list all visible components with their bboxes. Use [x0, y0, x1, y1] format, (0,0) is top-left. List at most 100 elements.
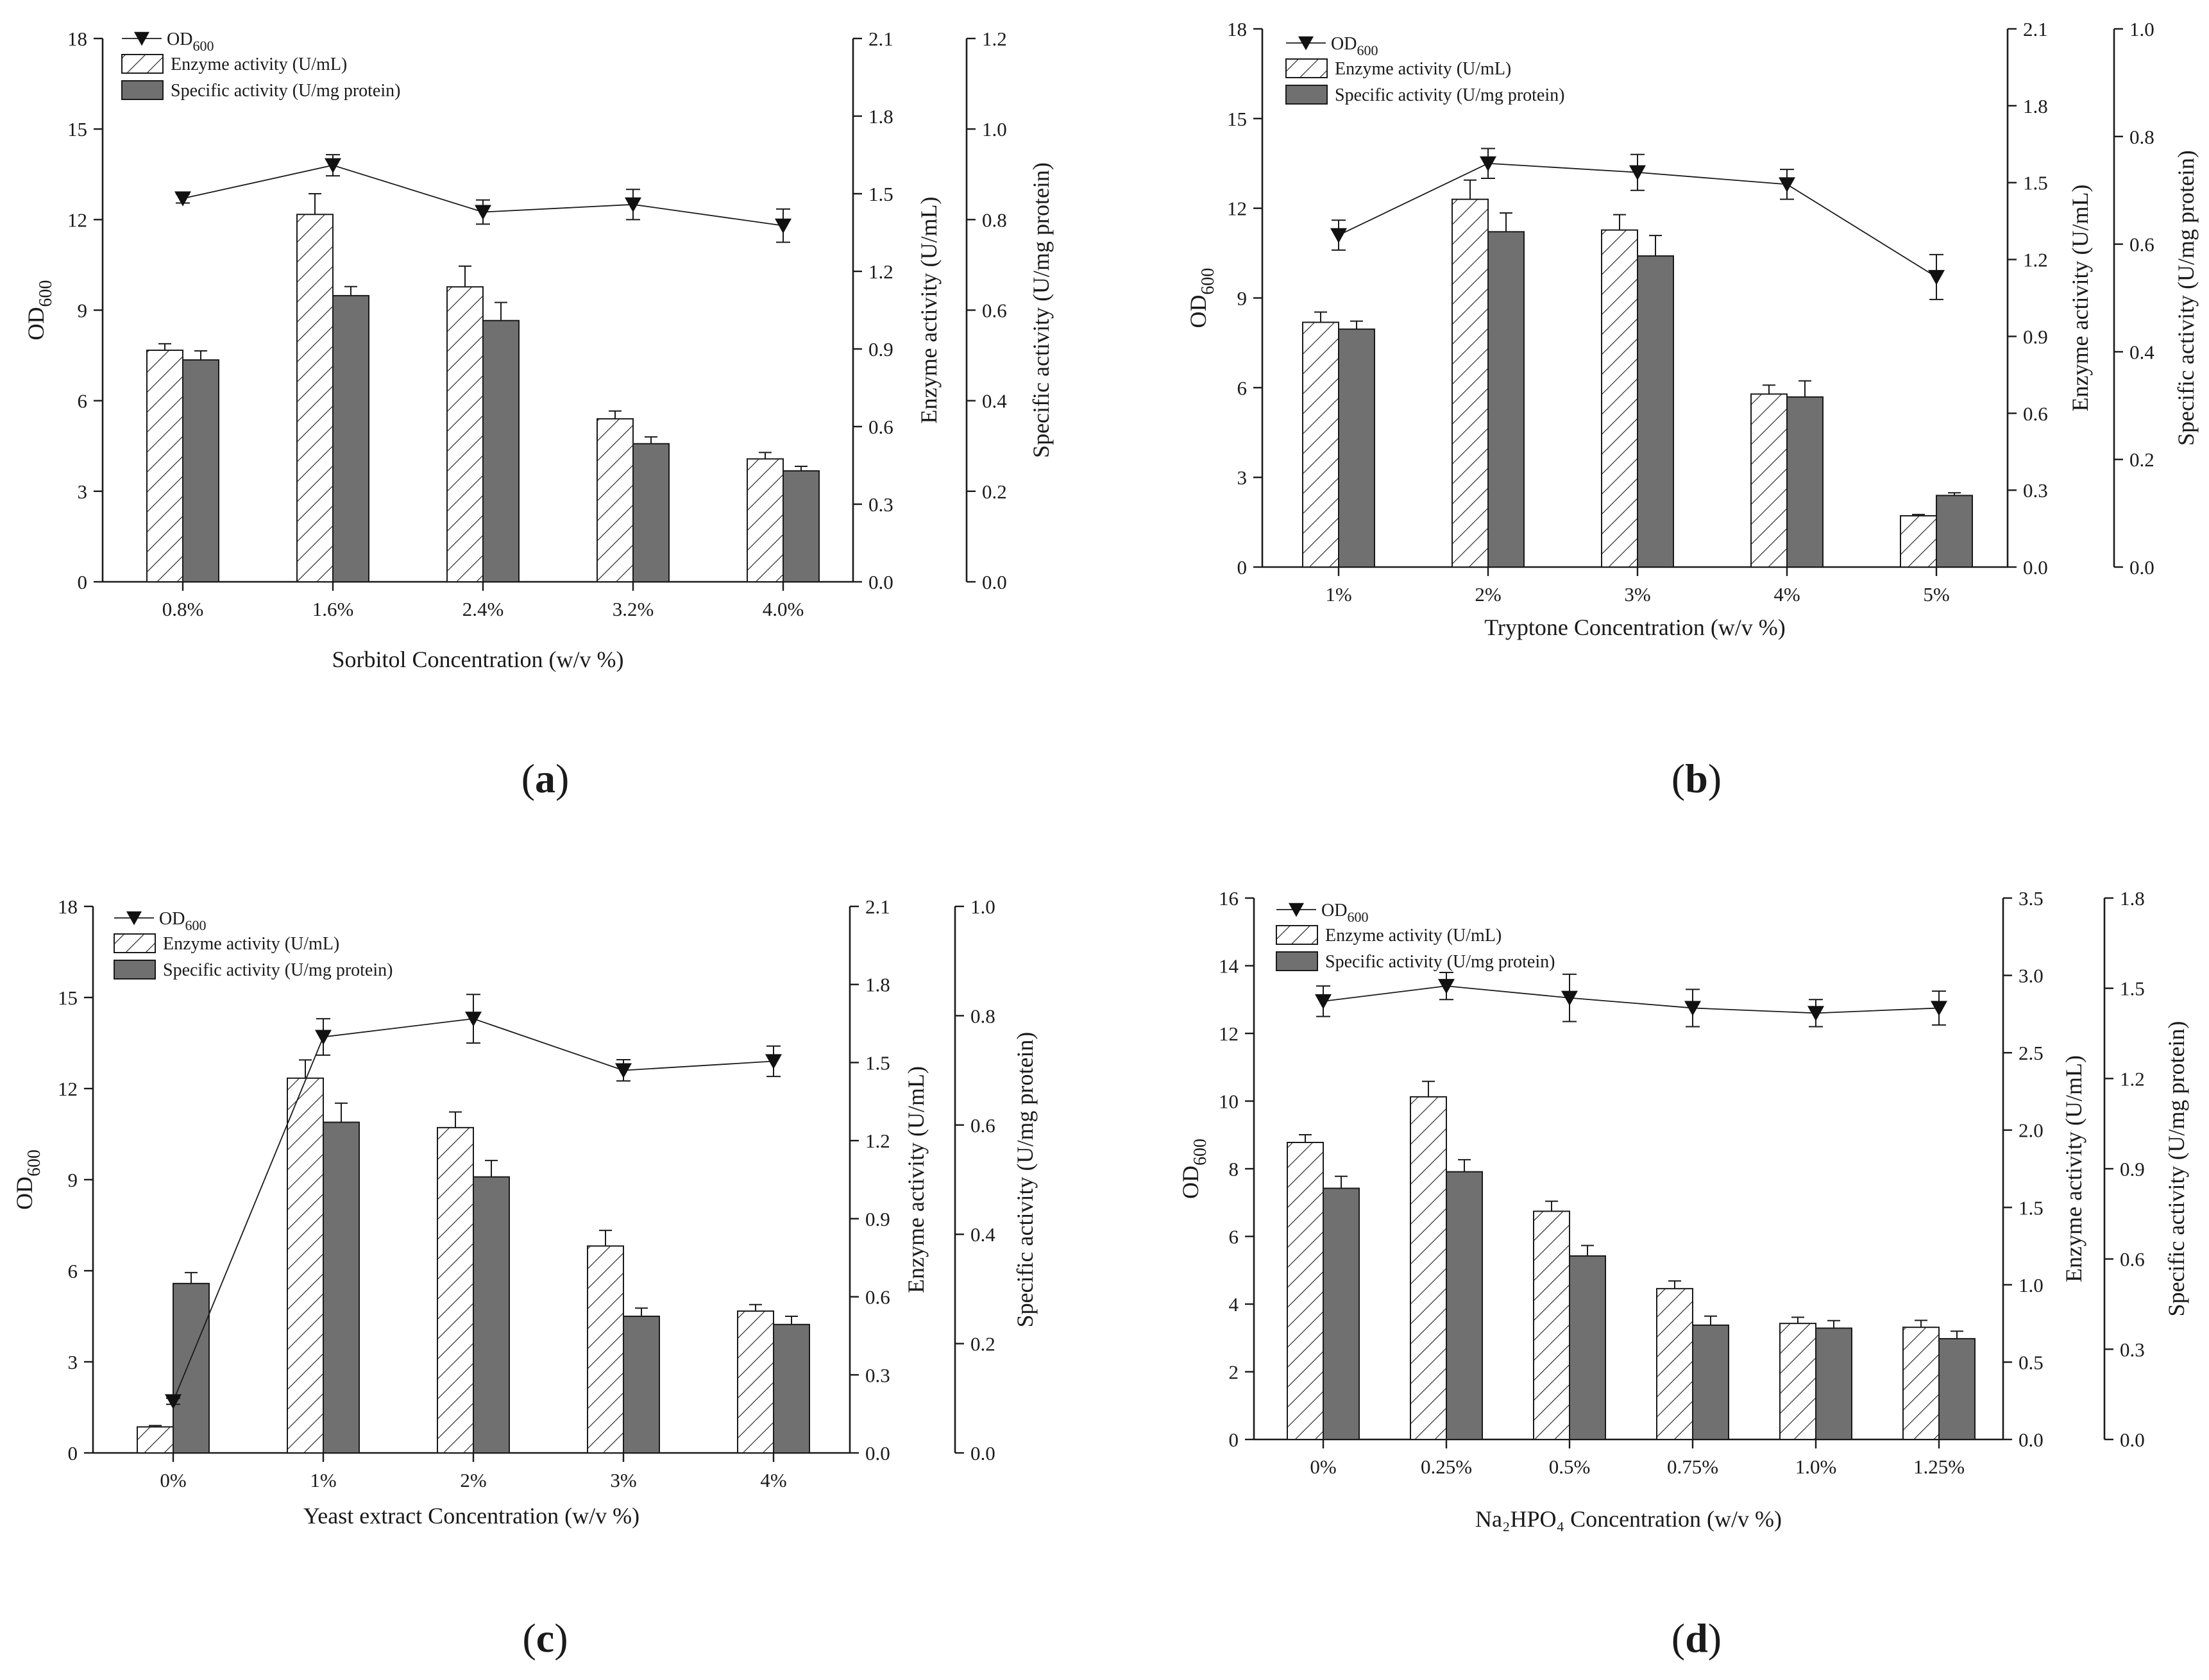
od600-marker [765, 1054, 782, 1069]
left-tick-label: 12 [67, 208, 87, 231]
legend-enzyme-swatch [121, 54, 164, 74]
enzyme-tick-label: 3.5 [2019, 887, 2044, 910]
legend-specific-swatch [121, 80, 164, 100]
left-tick-label: 9 [68, 1169, 78, 1191]
enzyme-axis-title: Enzyme activity (U/mL) [2067, 185, 2093, 412]
specific-bar [1692, 1324, 1729, 1441]
od600-marker [625, 197, 641, 213]
specific-bar [1936, 495, 1973, 568]
left-tick-label: 4 [1229, 1293, 1239, 1316]
od600-marker [1438, 979, 1455, 994]
specific-tick-label: 0.2 [982, 480, 1007, 503]
enzyme-bar [1410, 1096, 1447, 1440]
specific-tick-label: 1.8 [2120, 887, 2145, 910]
x-tick-label: 0.25% [1421, 1455, 1472, 1478]
specific-bar [1569, 1255, 1606, 1440]
legend-specific-label: Specific activity (U/mg protein) [163, 960, 393, 980]
left-tick-label: 10 [1219, 1090, 1239, 1113]
left-tick-label: 16 [1219, 887, 1239, 910]
left-tick-label: 0 [68, 1442, 78, 1464]
specific-axis-title: Specific activity (U/mg protein) [2173, 150, 2199, 446]
specific-tick-label: 0.4 [2129, 341, 2154, 363]
enzyme-bar [597, 418, 634, 583]
left-tick-label: 3 [1237, 466, 1248, 489]
od600-marker [174, 191, 191, 207]
od600-marker [1561, 990, 1578, 1006]
left-tick-label: 12 [58, 1078, 78, 1100]
enzyme-axis-title: Enzyme activity (U/mL) [916, 197, 942, 424]
od600-marker [1931, 1001, 1947, 1016]
left-tick-label: 6 [78, 390, 88, 412]
x-tick-label: 3% [610, 1469, 636, 1491]
specific-tick-label: 1.5 [2120, 978, 2145, 1000]
specific-bar [623, 1316, 660, 1454]
left-tick-label: 6 [1229, 1226, 1239, 1248]
left-tick-label: 15 [58, 987, 78, 1009]
enzyme-tick-label: 1.8 [2023, 95, 2048, 117]
legend-enzyme-swatch [114, 933, 156, 953]
left-tick-label: 18 [1227, 18, 1247, 40]
legend-enzyme-swatch [1285, 58, 1328, 78]
specific-bar [1338, 328, 1375, 568]
panel-label: (c) [522, 1615, 568, 1661]
legend-od-marker [1289, 903, 1304, 917]
enzyme-tick-label: 0.6 [2023, 402, 2048, 425]
enzyme-tick-label: 1.8 [865, 974, 890, 996]
legend-specific-swatch [1276, 951, 1318, 971]
left-tick-label: 0 [1237, 556, 1248, 579]
x-tick-label: 1% [1325, 583, 1351, 606]
left-axis-title: OD600 [1185, 268, 1218, 328]
specific-tick-label: 0.2 [970, 1333, 995, 1355]
enzyme-bar [737, 1310, 774, 1454]
enzyme-tick-label: 1.5 [868, 183, 893, 205]
legend-od-marker [134, 31, 149, 46]
legend-enzyme-label: Enzyme activity (U/mL) [163, 934, 339, 954]
enzyme-tick-label: 0.9 [2023, 325, 2048, 348]
enzyme-tick-label: 0.0 [2019, 1429, 2044, 1451]
x-tick-label: 1.6% [312, 598, 354, 620]
specific-bar [482, 319, 520, 582]
od600-marker [165, 1394, 182, 1409]
enzyme-tick-label: 0.0 [865, 1442, 890, 1464]
od600-line [1323, 985, 1940, 1014]
specific-bar [323, 1121, 360, 1454]
x-tick-label: 3.2% [613, 598, 654, 620]
od600-marker [465, 1012, 482, 1027]
panel-a: 0 3 6 9 12 15 18 0.0 0.3 0.6 0.9 1.2 1.5 1.8 2.1 0.0 0.2… [23, 28, 1054, 801]
od600-marker [1629, 165, 1646, 181]
left-tick-label: 6 [68, 1260, 78, 1282]
enzyme-tick-label: 0.3 [865, 1364, 890, 1386]
specific-bar [1487, 231, 1525, 568]
legend-specific-label: Specific activity (U/mg protein) [1325, 952, 1555, 972]
panel-d: 0 2 4 6 8 10 12 14 16 0.0 0.5 1.0 1.5 2.0 2.5 3.0 3.5 0.0… [1178, 887, 2189, 1661]
specific-axis-title: Specific activity (U/mg protein) [2163, 1021, 2189, 1317]
enzyme-bar [1779, 1323, 1816, 1440]
legend-od-marker [1298, 36, 1314, 51]
legend-enzyme-swatch [1276, 925, 1318, 945]
enzyme-tick-label: 3.0 [2019, 965, 2044, 987]
legend-od-label: OD600 [159, 909, 206, 933]
specific-bar [1446, 1171, 1483, 1440]
x-tick-label: 5% [1923, 583, 1949, 606]
enzyme-tick-label: 1.2 [868, 260, 893, 283]
specific-tick-label: 1.0 [982, 118, 1007, 140]
enzyme-bar [1302, 321, 1339, 568]
left-tick-label: 18 [67, 28, 87, 50]
od600-marker [1315, 994, 1332, 1010]
enzyme-tick-label: 2.1 [2023, 18, 2048, 40]
x-tick-label: 2% [460, 1469, 486, 1491]
left-tick-label: 0 [1229, 1429, 1239, 1451]
od600-marker [1779, 177, 1795, 192]
left-tick-label: 3 [78, 480, 88, 503]
specific-bar [1786, 396, 1824, 568]
specific-bar [632, 443, 670, 582]
left-tick-label: 0 [78, 571, 88, 593]
enzyme-tick-label: 0.9 [865, 1208, 890, 1230]
od600-marker [1684, 1001, 1701, 1016]
legend-specific-label: Specific activity (U/mg protein) [171, 81, 400, 101]
enzyme-bar [1533, 1210, 1570, 1441]
left-tick-label: 6 [1237, 377, 1248, 399]
enzyme-bar [437, 1126, 474, 1454]
legend-specific-label: Specific activity (U/mg protein) [1335, 85, 1564, 105]
